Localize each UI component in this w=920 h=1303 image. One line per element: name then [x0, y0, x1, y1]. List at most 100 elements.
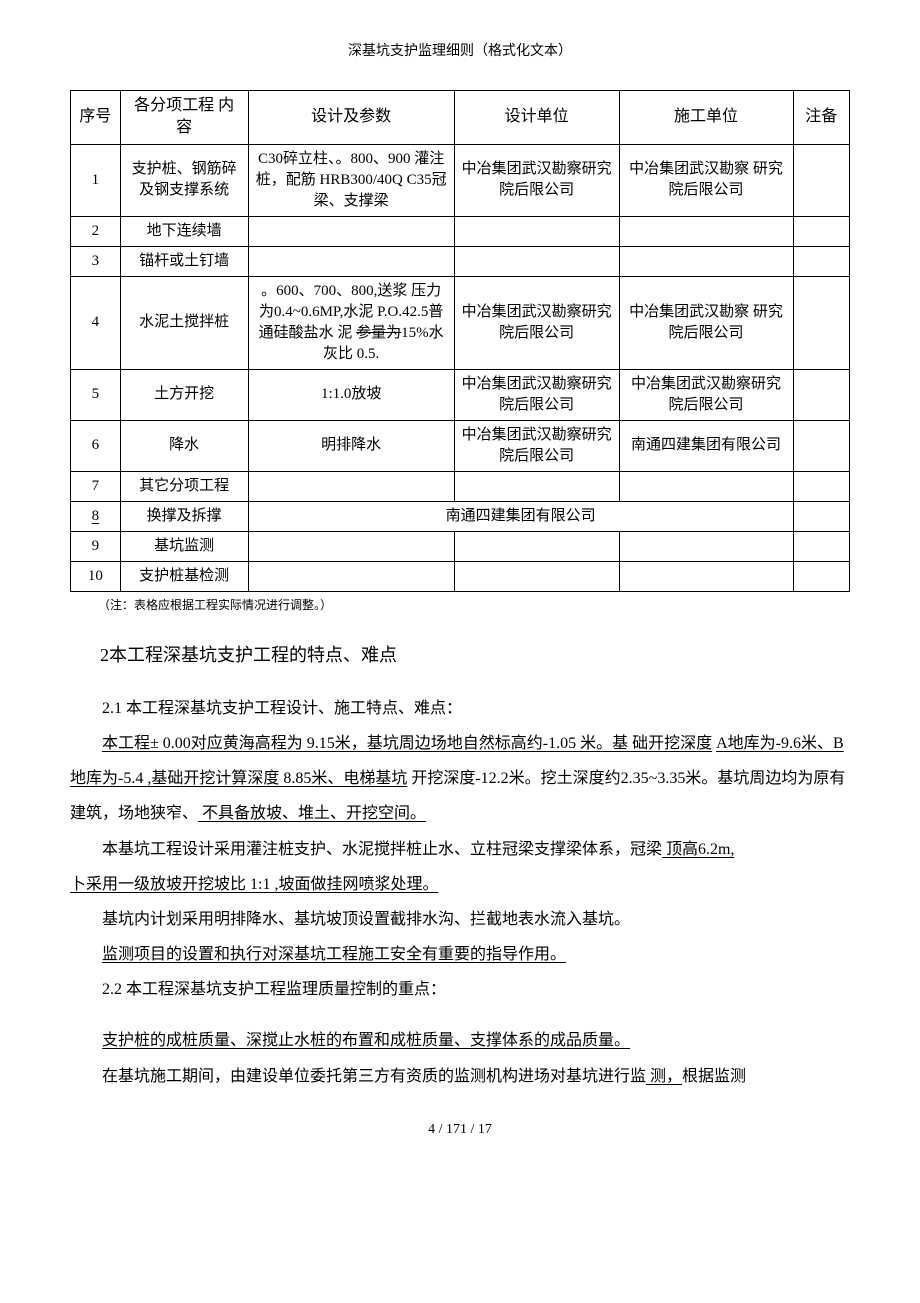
cell-construct	[619, 471, 793, 501]
table-row: 6 降水 明排降水 中冶集团武汉勘察研究院后限公司 南通四建集团有限公司	[71, 420, 850, 471]
cell-seq: 8	[71, 501, 121, 531]
para-b-plain: 本基坑工程设计采用灌注桩支护、水泥搅拌桩止水、立柱冠梁支撑梁体系，冠梁	[102, 841, 662, 858]
cell-design	[454, 216, 619, 246]
cell-design	[454, 561, 619, 591]
para-f-tail: 根据监测	[682, 1068, 746, 1085]
cell-item: 土方开挖	[120, 369, 248, 420]
cell-note	[793, 531, 849, 561]
cell-construct: 中冶集团武汉勘察 研究院后限公司	[619, 144, 793, 216]
cell-param: C30碎立柱、。800、900 灌注桩，配筋 HRB300/40Q C35冠梁、…	[248, 144, 454, 216]
cell-design: 中冶集团武汉勘察研究院后限公司	[454, 144, 619, 216]
main-table: 序号 各分项工程 内容 设计及参数 设计单位 施工单位 注备 1 支护桩、钢筋碎…	[70, 90, 850, 592]
table-row: 8 换撑及拆撑 南通四建集团有限公司	[71, 501, 850, 531]
cell-construct	[619, 246, 793, 276]
cell-item: 锚杆或土钉墙	[120, 246, 248, 276]
param-strike: 参量为	[356, 325, 401, 341]
cell-note	[793, 246, 849, 276]
para-b2: 卜采用一级放坡开挖坡比 1:1 ,坡面做挂网喷浆处理。	[70, 867, 850, 902]
table-row: 9 基坑监测	[71, 531, 850, 561]
cell-construct: 中冶集团武汉勘察研究院后限公司	[619, 369, 793, 420]
para-2-1: 2.1 本工程深基坑支护工程设计、施工特点、难点：	[70, 691, 850, 726]
para-f-u: 测，	[646, 1068, 682, 1085]
para-d: 监测项目的设置和执行对深基坑工程施工安全有重要的指导作用。	[70, 937, 850, 972]
cell-item: 基坑监测	[120, 531, 248, 561]
para-f: 在基坑施工期间，由建设单位委托第三方有资质的监测机构进场对基坑进行监 测，根据监…	[70, 1059, 850, 1094]
para-e-u: 支护桩的成桩质量、深搅止水桩的布置和成桩质量、支撑体系的成品质量。	[102, 1032, 630, 1049]
cell-construct	[619, 531, 793, 561]
cell-design	[454, 246, 619, 276]
cell-note	[793, 501, 849, 531]
cell-merged: 南通四建集团有限公司	[248, 501, 793, 531]
cell-item: 降水	[120, 420, 248, 471]
table-footnote: （注：表格应根据工程实际情况进行调整。）	[70, 596, 850, 613]
para-f-plain: 在基坑施工期间，由建设单位委托第三方有资质的监测机构进场对基坑进行监	[102, 1068, 646, 1085]
cell-design	[454, 471, 619, 501]
cell-note	[793, 276, 849, 369]
col-const-unit: 施工单位	[619, 91, 793, 145]
cell-construct: 中冶集团武汉勘察 研究院后限公司	[619, 276, 793, 369]
table-row: 2 地下连续墙	[71, 216, 850, 246]
cell-param	[248, 531, 454, 561]
cell-design	[454, 531, 619, 561]
para-e: 支护桩的成桩质量、深搅止水桩的布置和成桩质量、支撑体系的成品质量。	[70, 1023, 850, 1058]
cell-item: 支护桩、钢筋碎及钢支撑系统	[120, 144, 248, 216]
cell-seq: 6	[71, 420, 121, 471]
page-footer: 4 / 171 / 17	[70, 1122, 850, 1138]
cell-item: 换撑及拆撑	[120, 501, 248, 531]
para-d-u: 监测项目的设置和执行对深基坑工程施工安全有重要的指导作用。	[102, 946, 566, 963]
section-2-heading: 2本工程深基坑支护工程的特点、难点	[100, 641, 850, 667]
cell-note	[793, 369, 849, 420]
cell-item: 其它分项工程	[120, 471, 248, 501]
para-b-u2: 卜采用一级放坡开挖坡比 1:1 ,坡面做挂网喷浆处理。	[70, 876, 438, 893]
cell-item: 水泥土搅拌桩	[120, 276, 248, 369]
table-row: 5 土方开挖 1:1.0放坡 中冶集团武汉勘察研究院后限公司 中冶集团武汉勘察研…	[71, 369, 850, 420]
cell-param	[248, 246, 454, 276]
cell-param	[248, 216, 454, 246]
cell-construct	[619, 561, 793, 591]
para-a: 本工程± 0.00对应黄海高程为 9.15米，基坑周边场地自然标高约-1.05 …	[70, 726, 850, 832]
cell-construct	[619, 216, 793, 246]
table-row: 7 其它分项工程	[71, 471, 850, 501]
table-row: 3 锚杆或土钉墙	[71, 246, 850, 276]
para-2-2: 2.2 本工程深基坑支护工程监理质量控制的重点：	[70, 972, 850, 1007]
cell-seq: 9	[71, 531, 121, 561]
cell-seq: 4	[71, 276, 121, 369]
col-item: 各分项工程 内容	[120, 91, 248, 145]
cell-note	[793, 216, 849, 246]
doc-title: 深基坑支护监理细则（格式化文本）	[70, 40, 850, 60]
cell-seq: 2	[71, 216, 121, 246]
cell-item: 支护桩基检测	[120, 561, 248, 591]
cell-note	[793, 144, 849, 216]
cell-seq: 3	[71, 246, 121, 276]
cell-seq: 5	[71, 369, 121, 420]
cell-param: 。600、700、800,送浆 压力为0.4~0.6MP,水泥 P.O.42.5…	[248, 276, 454, 369]
table-header-row: 序号 各分项工程 内容 设计及参数 设计单位 施工单位 注备	[71, 91, 850, 145]
cell-design: 中冶集团武汉勘察研究院后限公司	[454, 276, 619, 369]
table-row: 4 水泥土搅拌桩 。600、700、800,送浆 压力为0.4~0.6MP,水泥…	[71, 276, 850, 369]
cell-design: 中冶集团武汉勘察研究院后限公司	[454, 420, 619, 471]
cell-param	[248, 561, 454, 591]
cell-param: 1:1.0放坡	[248, 369, 454, 420]
table-row: 1 支护桩、钢筋碎及钢支撑系统 C30碎立柱、。800、900 灌注桩，配筋 H…	[71, 144, 850, 216]
cell-seq: 1	[71, 144, 121, 216]
cell-param	[248, 471, 454, 501]
cell-item: 地下连续墙	[120, 216, 248, 246]
col-design-unit: 设计单位	[454, 91, 619, 145]
cell-param: 明排降水	[248, 420, 454, 471]
cell-construct: 南通四建集团有限公司	[619, 420, 793, 471]
para-b-u1: 顶高6.2m,	[662, 841, 734, 858]
para-b: 本基坑工程设计采用灌注桩支护、水泥搅拌桩止水、立柱冠梁支撑梁体系，冠梁 顶高6.…	[70, 832, 850, 867]
table-row: 10 支护桩基检测	[71, 561, 850, 591]
col-seq: 序号	[71, 91, 121, 145]
cell-note	[793, 420, 849, 471]
cell-seq: 10	[71, 561, 121, 591]
cell-design: 中冶集团武汉勘察研究院后限公司	[454, 369, 619, 420]
para-a-u1: 本工程± 0.00对应黄海高程为 9.15米，基坑周边场地自然标高约-1.05 …	[102, 735, 712, 752]
para-a-u3: 不具备放坡、堆土、开挖空间。	[198, 805, 426, 822]
cell-seq: 7	[71, 471, 121, 501]
cell-note	[793, 561, 849, 591]
para-c: 基坑内计划采用明排降水、基坑坡顶设置截排水沟、拦截地表水流入基坑。	[70, 902, 850, 937]
col-param: 设计及参数	[248, 91, 454, 145]
col-note: 注备	[793, 91, 849, 145]
cell-note	[793, 471, 849, 501]
